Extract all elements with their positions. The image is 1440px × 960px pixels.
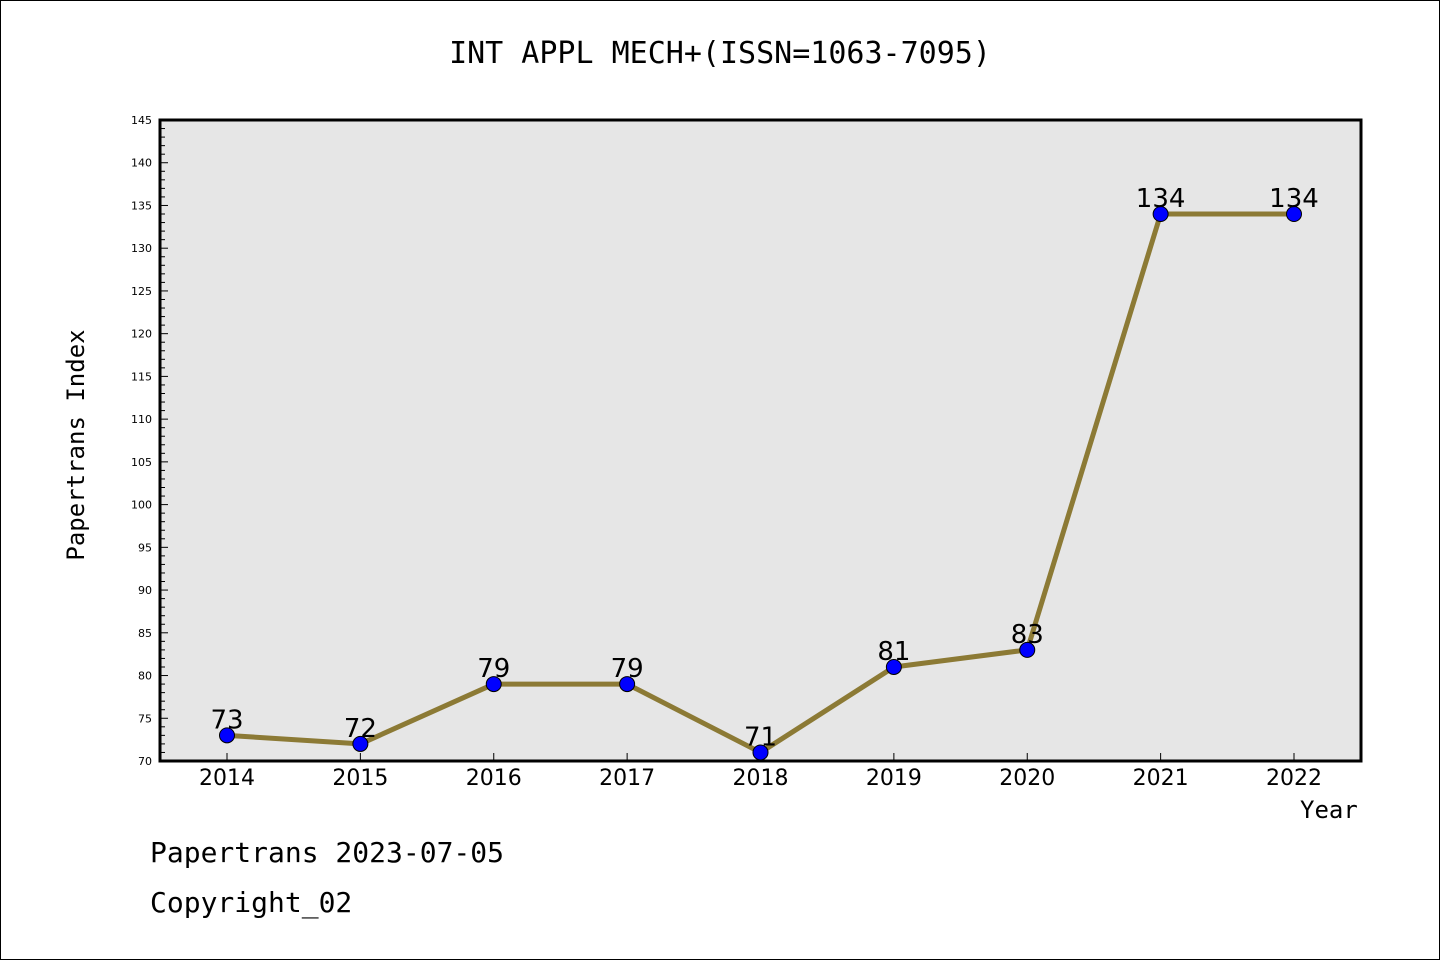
data-point <box>219 727 235 744</box>
x-axis-label: Year <box>1300 796 1358 824</box>
data-label: 72 <box>344 714 377 744</box>
x-tick-label: 2016 <box>466 766 522 791</box>
x-tick-label: 2019 <box>866 766 922 791</box>
data-label: 71 <box>744 722 777 752</box>
y-tick-label: 80 <box>138 670 152 683</box>
footer-date: Papertrans 2023-07-05 <box>150 836 505 869</box>
y-tick-label: 70 <box>138 755 152 768</box>
x-tick-label: 2021 <box>1133 766 1189 791</box>
x-tick-label: 2022 <box>1266 766 1322 791</box>
data-point <box>885 658 902 675</box>
y-tick-label: 125 <box>131 285 152 298</box>
y-tick-label: 95 <box>138 541 152 554</box>
data-labels: 73 72 79 79 71 81 83 134 134 <box>210 184 1318 752</box>
data-label: 83 <box>1011 620 1044 650</box>
chart-title: INT APPL MECH+(ISSN=1063-7095) <box>449 36 991 71</box>
data-label: 79 <box>611 654 644 684</box>
data-label: 134 <box>1136 184 1186 214</box>
x-axis: 2014 2015 2016 2017 2018 2019 2020 2021 2022 <box>199 753 1322 791</box>
data-label: 134 <box>1269 184 1319 214</box>
y-tick-label: 145 <box>131 114 152 127</box>
y-tick-label: 75 <box>138 712 152 725</box>
data-label: 73 <box>210 705 243 735</box>
data-point <box>1286 206 1302 223</box>
y-tick-label: 90 <box>138 584 152 597</box>
data-label: 79 <box>477 654 510 684</box>
plot-area <box>160 120 1361 761</box>
plot-border <box>158 118 1363 763</box>
x-tick-label: 2015 <box>332 766 388 791</box>
y-tick-label: 135 <box>131 199 152 212</box>
data-point <box>1152 206 1169 223</box>
x-tick-label: 2017 <box>599 766 655 791</box>
y-tick-label: 140 <box>131 157 152 170</box>
y-tick-label: 105 <box>131 456 152 469</box>
y-tick-label: 110 <box>131 413 152 426</box>
data-points <box>219 206 1302 761</box>
y-tick-label: 120 <box>131 328 152 341</box>
x-tick-label: 2018 <box>733 766 789 791</box>
y-tick-label: 100 <box>131 499 152 512</box>
footer-copyright: Copyright_02 <box>150 886 353 919</box>
y-tick-label: 130 <box>131 242 152 255</box>
data-point <box>352 735 369 752</box>
y-tick-label: 115 <box>131 370 152 383</box>
y-tick-label: 85 <box>138 627 152 640</box>
data-point <box>619 676 636 693</box>
data-point <box>485 676 502 693</box>
x-tick-label: 2014 <box>199 766 255 791</box>
x-tick-label: 2020 <box>999 766 1055 791</box>
data-point <box>1019 641 1036 658</box>
data-label: 81 <box>877 637 910 667</box>
